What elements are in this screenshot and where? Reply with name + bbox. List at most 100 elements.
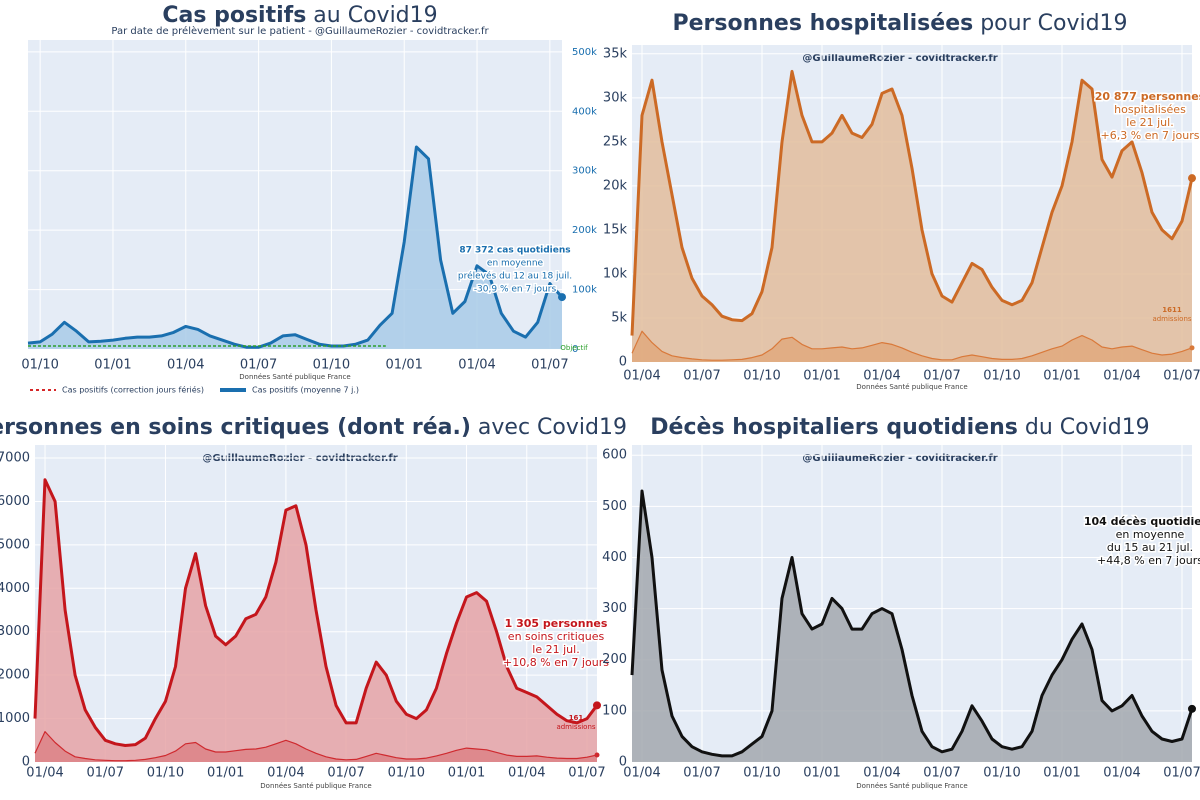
y-tick-label: 200: [602, 652, 627, 667]
annotation: en moyenne: [487, 259, 544, 269]
y-tick-label: 30k: [603, 90, 628, 105]
x-tick-label: 01/04: [863, 369, 900, 384]
y-tick-label: 4000: [0, 581, 30, 596]
x-tick-label: 01/07: [923, 766, 960, 781]
y-tick-label: 500: [602, 499, 627, 514]
y-tick-label: 0: [619, 355, 627, 370]
end-marker: [1188, 174, 1196, 183]
chart-title: Personnes en soins critiques (dont réa.)…: [0, 415, 627, 440]
x-tick-label: 01/04: [1103, 369, 1140, 384]
area-fill: [28, 147, 562, 349]
subtitle: @GuillaumeRozier - covidtracker.fr: [802, 453, 997, 464]
y-tick-label: 600: [602, 448, 627, 463]
annotation-small: admissions: [1152, 315, 1191, 323]
series-line: [630, 489, 1194, 758]
area-fill: [632, 331, 1192, 362]
annotation-small: admissions: [556, 723, 595, 731]
area-fill: [632, 491, 1192, 762]
legend-label: Cas positifs (moyenne 7 j.): [252, 386, 359, 395]
x-tick-label: 01/07: [683, 369, 720, 384]
y-tick-label: 5k: [611, 310, 627, 325]
y-tick-label: 100: [602, 703, 627, 718]
y-tick-label: 25k: [603, 134, 628, 149]
annotation: prélevés du 12 au 18 juil.: [458, 271, 572, 282]
x-tick-label: 01/10: [388, 766, 425, 781]
x-tick-label: 01/10: [983, 369, 1020, 384]
series-line: [27, 145, 564, 349]
x-tick-label: 01/10: [21, 358, 58, 373]
title-rest: avec Covid19: [471, 415, 627, 440]
annotation: 87 372 cas quotidiens: [459, 246, 570, 256]
series-line: [630, 69, 1194, 336]
x-tick-label: 01/01: [1043, 369, 1080, 384]
end-marker: [594, 752, 600, 758]
x-tick-label: 01/01: [207, 766, 244, 781]
x-tick-label: 01/04: [26, 766, 63, 781]
y-tick-label: 5000: [0, 537, 30, 552]
title-bold: Cas positifs: [162, 3, 306, 28]
annotation: 1 305 personnes: [505, 617, 608, 630]
x-tick-label: 01/04: [267, 766, 304, 781]
x-tick-label: 01/07: [683, 766, 720, 781]
objective-label: Objectif: [560, 344, 588, 352]
x-tick-label: 01/04: [1103, 766, 1140, 781]
annotation: -30,9 % en 7 jours: [474, 285, 557, 295]
annotation: +44,8 % en 7 jours: [1097, 554, 1200, 567]
y-tick-label: 300: [602, 601, 627, 616]
legend-label: Cas positifs (correction jours fériés): [62, 385, 204, 395]
subtitle: @GuillaumeRozier - covidtracker.fr: [802, 53, 997, 64]
x-tick-label: 01/07: [87, 766, 124, 781]
y-tick-label: 100k: [572, 285, 597, 296]
source: Données Santé publique France: [239, 373, 350, 381]
y-tick-label: 500k: [572, 47, 597, 58]
title-bold: Personnes en soins critiques (dont réa.): [0, 415, 471, 440]
x-tick-label: 01/07: [1163, 766, 1200, 781]
x-tick-label: 01/04: [863, 766, 900, 781]
x-tick-label: 01/01: [803, 766, 840, 781]
annotation: le 21 jul.: [532, 643, 579, 656]
series-line: [34, 731, 598, 762]
y-tick-label: 7000: [0, 451, 30, 466]
x-tick-label: 01/10: [147, 766, 184, 781]
x-tick-label: 01/07: [568, 766, 605, 781]
y-tick-label: 20k: [603, 178, 628, 193]
y-tick-label: 15k: [603, 222, 628, 237]
y-tick-label: 2000: [0, 668, 30, 683]
chart-title: Personnes hospitalisées pour Covid19: [672, 11, 1127, 36]
y-tick-label: 0: [22, 755, 30, 770]
y-tick-label: 6000: [0, 494, 30, 509]
y-tick-label: 35k: [603, 46, 628, 61]
x-tick-label: 01/10: [313, 358, 350, 373]
end-marker: [593, 701, 601, 710]
x-tick-label: 01/01: [448, 766, 485, 781]
source: Données Santé publique France: [260, 782, 371, 790]
end-marker: [1189, 345, 1195, 351]
x-tick-label: 01/07: [327, 766, 364, 781]
x-tick-label: 01/04: [458, 358, 495, 373]
y-tick-label: 0: [619, 755, 627, 770]
annotation: en soins critiques: [508, 630, 605, 643]
y-tick-label: 0: [572, 344, 578, 355]
x-tick-label: 01/07: [1163, 369, 1200, 384]
x-tick-label: 01/04: [167, 358, 204, 373]
y-tick-label: 400: [602, 550, 627, 565]
y-tick-label: 3000: [0, 624, 30, 639]
annotation-small: 161: [569, 714, 584, 722]
source: Données Santé publique France: [856, 782, 967, 790]
annotation: en moyenne: [1116, 528, 1185, 541]
x-tick-label: 01/01: [385, 358, 422, 373]
x-tick-label: 01/04: [623, 369, 660, 384]
x-tick-label: 01/01: [1043, 766, 1080, 781]
chart-title: Cas positifs au Covid19: [162, 3, 437, 28]
x-tick-label: 01/07: [923, 369, 960, 384]
y-tick-label: 300k: [572, 166, 597, 177]
x-tick-label: 01/04: [508, 766, 545, 781]
source: Données Santé publique France: [856, 383, 967, 391]
title-bold: Personnes hospitalisées: [672, 11, 973, 36]
x-tick-label: 01/10: [983, 766, 1020, 781]
x-tick-label: 01/10: [743, 369, 780, 384]
annotation-small: 1611: [1162, 306, 1182, 314]
x-tick-label: 01/07: [240, 358, 277, 373]
annotation: du 15 au 21 jul.: [1107, 541, 1193, 554]
